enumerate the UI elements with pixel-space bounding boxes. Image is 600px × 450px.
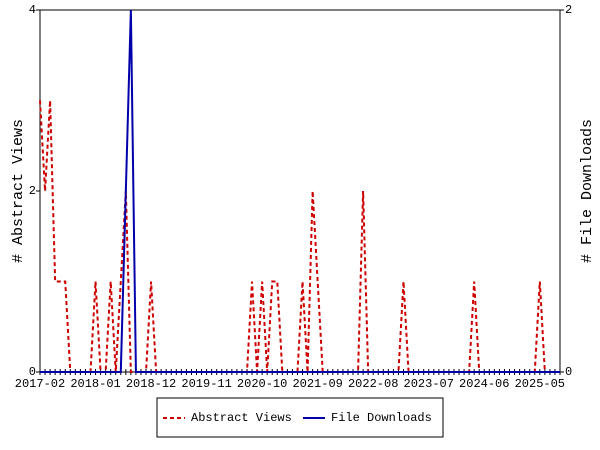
legend-label: Abstract Views xyxy=(191,411,292,425)
y-tick-label: 0 xyxy=(29,365,36,379)
x-tick-label: 2021-09 xyxy=(292,377,342,391)
x-tick-label: 2018-12 xyxy=(126,377,176,391)
y-axis-label: # Abstract Views xyxy=(10,119,27,263)
legend xyxy=(156,397,444,438)
x-tick-label: 2019-11 xyxy=(181,377,231,391)
x-tick-label: 2017-02 xyxy=(15,377,65,391)
series-line xyxy=(39,100,560,373)
y-tick-label: 2 xyxy=(29,184,36,198)
x-tick-label: 2024-06 xyxy=(459,377,509,391)
legend-label: File Downloads xyxy=(331,411,432,425)
y2-tick-label: 0 xyxy=(565,365,572,379)
x-tick-label: 2018-01 xyxy=(70,377,120,391)
x-tick-label: 2022-08 xyxy=(348,377,398,391)
x-tick-label: 2023-07 xyxy=(404,377,454,391)
x-tick-label: 2025-05 xyxy=(515,377,565,391)
x-tick-label: 2020-10 xyxy=(237,377,287,391)
y2-axis-label: # File Downloads xyxy=(579,119,596,263)
y2-tick-label: 2 xyxy=(565,3,572,17)
series-line xyxy=(40,9,560,373)
y-tick-label: 4 xyxy=(29,3,36,17)
